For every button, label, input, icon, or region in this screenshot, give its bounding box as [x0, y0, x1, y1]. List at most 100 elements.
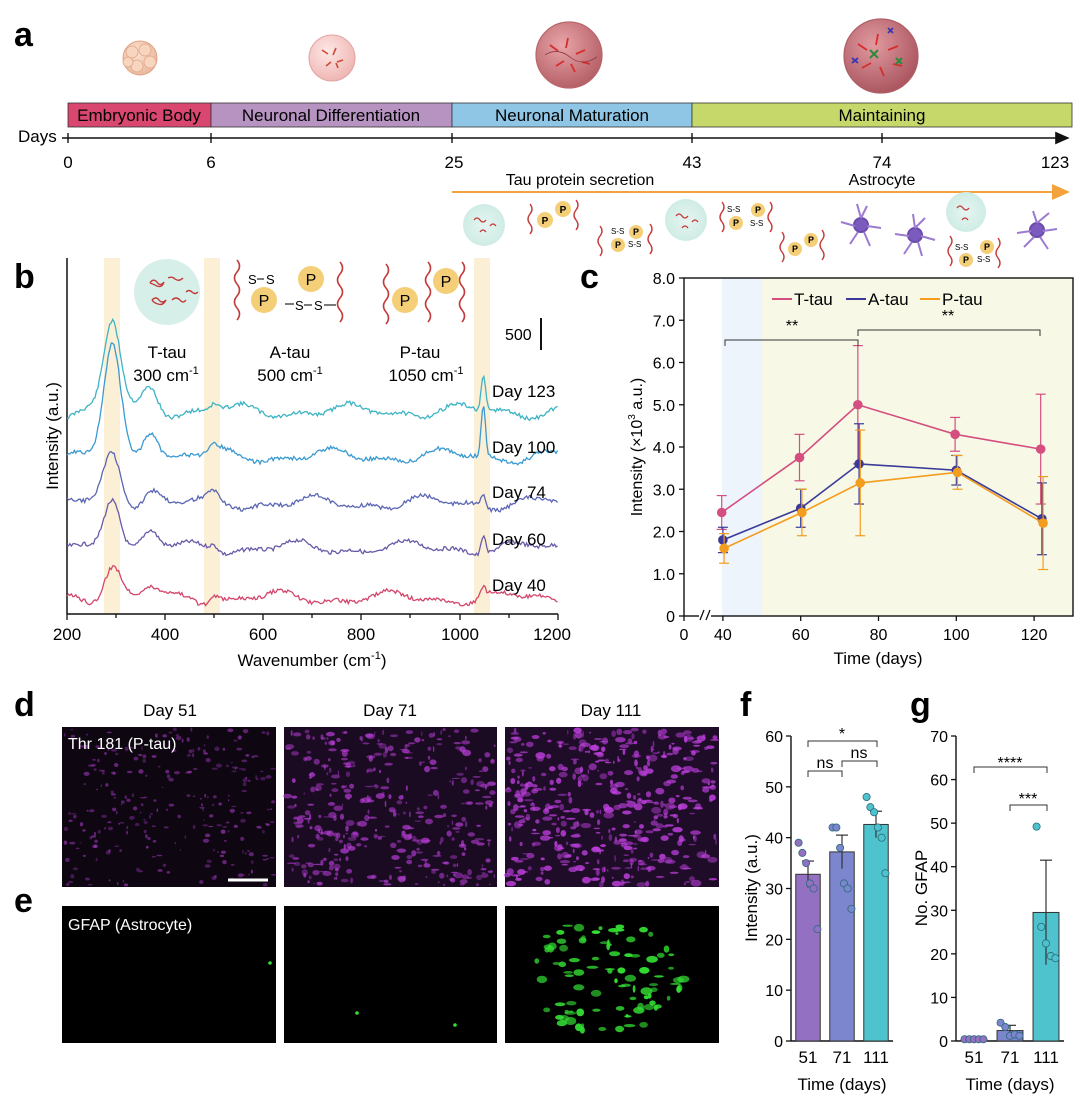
a-tau-icon-3: S-S S-S P P — [947, 235, 1001, 269]
gfap-signal-spot — [643, 995, 650, 1000]
p-tau-signal-spot — [666, 779, 677, 784]
p-tau-signal-spot — [604, 761, 612, 764]
p-tau-signal-spot — [350, 831, 360, 838]
p-tau-signal-spot — [297, 815, 306, 818]
p-tau-signal-spot — [345, 820, 355, 826]
p-tau-signal-spot — [231, 770, 237, 773]
ss-icon-text: S-S — [750, 219, 763, 228]
p-tau-signal-spot — [214, 746, 220, 751]
p-tau-signal-spot — [416, 839, 424, 845]
p-icon-text: P — [755, 205, 761, 215]
p-tau-signal-spot — [414, 820, 422, 822]
gfap-signal-spot — [566, 1001, 577, 1006]
p-tau-signal-spot — [206, 735, 209, 739]
p-tau-signal-spot — [646, 755, 649, 760]
p-tau-signal-spot — [205, 758, 211, 763]
spectrum-line — [66, 565, 558, 607]
p-tau-signal-spot — [373, 784, 377, 787]
band-wavenumber-a-tau: 500 cm-1 — [257, 365, 323, 385]
p-tau-signal-spot — [408, 833, 413, 840]
p-tau-signal-spot — [491, 758, 495, 763]
p-tau-signal-spot — [690, 830, 701, 835]
p-tau-signal-spot — [227, 728, 234, 733]
p-tau-signal-spot — [303, 757, 306, 761]
p-tau-signal-spot — [556, 777, 562, 784]
p-tau-signal-spot — [683, 766, 686, 770]
p-tau-signal-spot — [551, 822, 557, 826]
gfap-signal-spot — [609, 951, 621, 957]
days-label: Days — [18, 127, 57, 146]
p-tau-signal-spot — [660, 800, 664, 809]
p-tau-signal-spot — [626, 792, 632, 799]
p-tau-signal-spot — [320, 859, 324, 866]
p-tau-signal-spot — [229, 808, 235, 813]
p-tau-signal-spot — [466, 801, 474, 805]
p-tau-signal-spot — [701, 854, 711, 859]
p-tau-signal-spot — [96, 758, 100, 763]
p-tau-signal-spot — [270, 874, 278, 876]
p-tau-signal-spot — [624, 770, 634, 776]
p-tau-signal-spot — [138, 769, 144, 774]
scale-bar-label: 500 — [505, 327, 532, 344]
t-tau-aggregate-icon — [134, 259, 200, 325]
c-data-point — [1038, 518, 1048, 528]
p-tau-signal-spot — [368, 755, 373, 762]
gfap-signal-spot — [669, 982, 682, 985]
p-tau-signal-spot — [362, 742, 370, 745]
p-tau-signal-spot — [526, 741, 534, 748]
p-tau-signal-spot — [313, 882, 315, 885]
f-y-tick-label: 50 — [765, 780, 783, 797]
gfap-signal-spot — [556, 938, 567, 944]
astrocyte-icon-3 — [1016, 210, 1058, 250]
p-tau-signal-spot — [508, 836, 512, 842]
p-tau-signal-spot — [236, 747, 243, 751]
p-tau-signal-spot — [119, 849, 122, 852]
p-tau-signal-spot — [472, 776, 481, 778]
p-tau-signal-spot — [425, 818, 433, 825]
p-tau-signal-spot — [310, 786, 316, 793]
p-tau-signal-spot — [124, 795, 127, 799]
p-tau-signal-spot — [573, 727, 582, 734]
p-tau-signal-spot — [82, 829, 86, 832]
p-tau-signal-spot — [480, 783, 489, 788]
p-tau-signal-spot — [308, 772, 316, 778]
p-tau-signal-spot — [431, 870, 437, 874]
p-tau-signal-spot — [209, 814, 214, 818]
p-tau-signal-spot — [542, 830, 551, 836]
p-tau-signal-spot — [345, 856, 349, 861]
p-tau-signal-spot — [579, 868, 583, 872]
gfap-signal-spot — [626, 936, 636, 943]
p-tau-signal-spot — [569, 843, 579, 846]
p-tau-signal-spot — [585, 862, 590, 864]
p-tau-signal-spot — [172, 727, 177, 732]
p-tau-signal-spot — [292, 857, 300, 860]
p-tau-signal-spot — [540, 857, 545, 861]
p-tau-signal-spot — [459, 746, 466, 753]
p-tau-signal-spot — [352, 764, 356, 768]
p-tau-signal-spot — [247, 779, 251, 782]
p-tau-signal-spot — [446, 830, 452, 837]
p-tau-signal-spot — [296, 817, 304, 824]
p-tau-signal-spot — [427, 755, 431, 760]
f-y-tick-label: 60 — [765, 729, 783, 746]
p-tau-signal-spot — [519, 783, 525, 787]
p-tau-signal-spot — [396, 848, 407, 853]
p-tau-signal-spot — [515, 878, 522, 881]
p-tau-signal-spot — [452, 863, 457, 868]
p-tau-signal-spot — [531, 842, 536, 847]
p-tau-signal-spot — [151, 825, 156, 827]
p-tau-signal-spot — [453, 742, 462, 745]
p-tau-signal-spot — [503, 872, 511, 878]
p-tau-signal-spot — [672, 746, 682, 751]
p-tau-signal-spot — [665, 824, 674, 827]
p-tau-signal-spot — [266, 731, 270, 736]
p-tau-signal-spot — [474, 789, 480, 792]
p-tau-signal-spot — [120, 803, 123, 806]
p-tau-signal-spot — [175, 734, 179, 736]
p-tau-signal-spot — [427, 794, 433, 796]
p-tau-signal-spot — [476, 842, 485, 846]
p-tau-signal-spot — [710, 761, 718, 765]
p-tau-signal-spot — [679, 838, 686, 842]
p-tau-signal-spot — [623, 873, 630, 880]
p-tau-signal-spot — [447, 825, 450, 828]
